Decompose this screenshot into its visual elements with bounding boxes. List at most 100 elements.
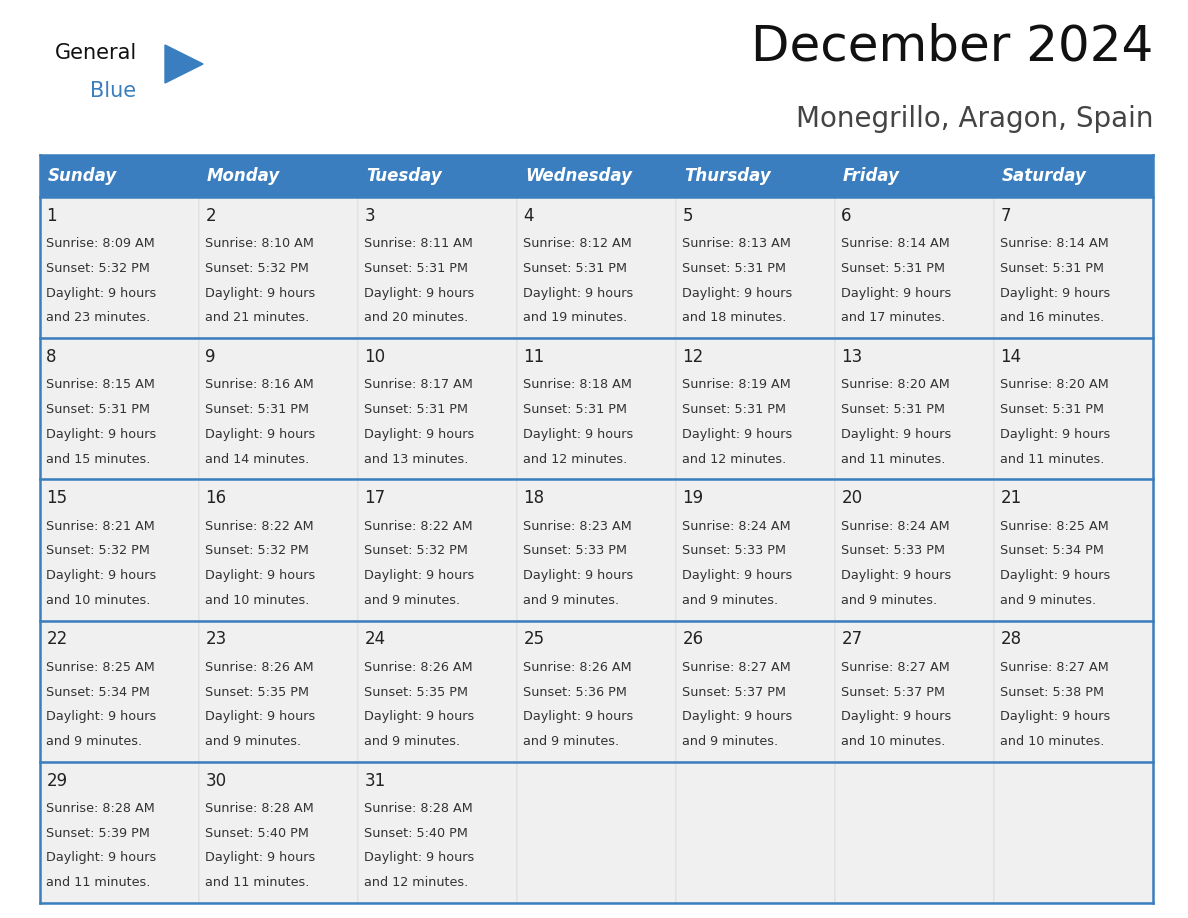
Text: 31: 31: [365, 772, 386, 789]
Text: Sunrise: 8:11 AM: Sunrise: 8:11 AM: [365, 237, 473, 251]
Text: 4: 4: [524, 207, 533, 225]
Text: and 15 minutes.: and 15 minutes.: [46, 453, 151, 465]
Text: Daylight: 9 hours: Daylight: 9 hours: [365, 428, 475, 441]
Text: 19: 19: [682, 489, 703, 508]
Bar: [994, 479, 1154, 621]
Text: Sunrise: 8:20 AM: Sunrise: 8:20 AM: [841, 378, 950, 391]
Text: Daylight: 9 hours: Daylight: 9 hours: [1000, 569, 1111, 582]
Text: Daylight: 9 hours: Daylight: 9 hours: [206, 428, 316, 441]
Text: and 9 minutes.: and 9 minutes.: [365, 594, 461, 607]
Bar: [994, 338, 1154, 479]
Text: 3: 3: [365, 207, 375, 225]
Text: 2: 2: [206, 207, 216, 225]
Bar: [40, 155, 200, 197]
Text: Daylight: 9 hours: Daylight: 9 hours: [524, 711, 633, 723]
Text: and 9 minutes.: and 9 minutes.: [682, 735, 778, 748]
Text: Sunset: 5:32 PM: Sunset: 5:32 PM: [365, 544, 468, 557]
Text: 16: 16: [206, 489, 227, 508]
Text: and 9 minutes.: and 9 minutes.: [841, 594, 937, 607]
Text: Sunrise: 8:27 AM: Sunrise: 8:27 AM: [1000, 661, 1110, 674]
Text: Daylight: 9 hours: Daylight: 9 hours: [365, 286, 475, 299]
Text: and 23 minutes.: and 23 minutes.: [46, 311, 151, 324]
Text: Daylight: 9 hours: Daylight: 9 hours: [682, 569, 792, 582]
Text: Sunrise: 8:23 AM: Sunrise: 8:23 AM: [524, 520, 632, 532]
Bar: [358, 621, 517, 762]
Text: 23: 23: [206, 631, 227, 648]
Text: 11: 11: [524, 348, 544, 366]
Text: Sunset: 5:31 PM: Sunset: 5:31 PM: [682, 403, 786, 416]
Text: Sunset: 5:31 PM: Sunset: 5:31 PM: [365, 262, 468, 275]
Text: 12: 12: [682, 348, 703, 366]
Text: 10: 10: [365, 348, 385, 366]
Bar: [358, 762, 517, 903]
Text: Daylight: 9 hours: Daylight: 9 hours: [46, 852, 157, 865]
Bar: [40, 762, 200, 903]
Text: 26: 26: [682, 631, 703, 648]
Bar: [358, 197, 517, 338]
Text: Sunset: 5:39 PM: Sunset: 5:39 PM: [46, 827, 150, 840]
Text: Sunset: 5:31 PM: Sunset: 5:31 PM: [524, 403, 627, 416]
Text: Sunrise: 8:12 AM: Sunrise: 8:12 AM: [524, 237, 632, 251]
Text: Sunset: 5:32 PM: Sunset: 5:32 PM: [206, 262, 309, 275]
Text: and 9 minutes.: and 9 minutes.: [682, 594, 778, 607]
Bar: [994, 621, 1154, 762]
Text: Daylight: 9 hours: Daylight: 9 hours: [206, 711, 316, 723]
Bar: [517, 338, 676, 479]
Text: 25: 25: [524, 631, 544, 648]
Text: Monday: Monday: [207, 167, 280, 185]
Bar: [835, 155, 994, 197]
Text: Sunset: 5:33 PM: Sunset: 5:33 PM: [524, 544, 627, 557]
Text: Daylight: 9 hours: Daylight: 9 hours: [46, 286, 157, 299]
Text: Daylight: 9 hours: Daylight: 9 hours: [1000, 711, 1111, 723]
Text: 6: 6: [841, 207, 852, 225]
Text: Sunset: 5:31 PM: Sunset: 5:31 PM: [1000, 262, 1105, 275]
Bar: [40, 479, 200, 621]
Text: Sunrise: 8:27 AM: Sunrise: 8:27 AM: [682, 661, 791, 674]
Text: Sunset: 5:31 PM: Sunset: 5:31 PM: [365, 403, 468, 416]
Text: Sunrise: 8:09 AM: Sunrise: 8:09 AM: [46, 237, 156, 251]
Text: Daylight: 9 hours: Daylight: 9 hours: [1000, 428, 1111, 441]
Text: Daylight: 9 hours: Daylight: 9 hours: [524, 286, 633, 299]
Bar: [835, 338, 994, 479]
Text: Friday: Friday: [843, 167, 901, 185]
Text: 18: 18: [524, 489, 544, 508]
Text: Sunrise: 8:22 AM: Sunrise: 8:22 AM: [365, 520, 473, 532]
Bar: [835, 197, 994, 338]
Text: and 20 minutes.: and 20 minutes.: [365, 311, 468, 324]
Text: 9: 9: [206, 348, 216, 366]
Bar: [517, 197, 676, 338]
Text: Sunrise: 8:17 AM: Sunrise: 8:17 AM: [365, 378, 473, 391]
Text: Sunrise: 8:25 AM: Sunrise: 8:25 AM: [46, 661, 156, 674]
Bar: [200, 155, 358, 197]
Text: and 18 minutes.: and 18 minutes.: [682, 311, 786, 324]
Text: Daylight: 9 hours: Daylight: 9 hours: [365, 711, 475, 723]
Bar: [40, 621, 200, 762]
Text: Sunrise: 8:28 AM: Sunrise: 8:28 AM: [46, 802, 156, 815]
Bar: [358, 155, 517, 197]
Text: Sunset: 5:35 PM: Sunset: 5:35 PM: [206, 686, 309, 699]
Text: and 9 minutes.: and 9 minutes.: [524, 735, 619, 748]
Text: and 9 minutes.: and 9 minutes.: [46, 735, 143, 748]
Text: 21: 21: [1000, 489, 1022, 508]
Text: and 9 minutes.: and 9 minutes.: [206, 735, 302, 748]
Text: Sunrise: 8:14 AM: Sunrise: 8:14 AM: [841, 237, 950, 251]
Text: and 12 minutes.: and 12 minutes.: [682, 453, 786, 465]
Text: and 12 minutes.: and 12 minutes.: [365, 876, 468, 890]
Text: and 19 minutes.: and 19 minutes.: [524, 311, 627, 324]
Text: Sunrise: 8:27 AM: Sunrise: 8:27 AM: [841, 661, 950, 674]
Bar: [676, 762, 835, 903]
Text: and 9 minutes.: and 9 minutes.: [524, 594, 619, 607]
Text: and 21 minutes.: and 21 minutes.: [206, 311, 310, 324]
Text: 17: 17: [365, 489, 385, 508]
Bar: [676, 479, 835, 621]
Text: and 11 minutes.: and 11 minutes.: [46, 876, 151, 890]
Text: and 10 minutes.: and 10 minutes.: [46, 594, 151, 607]
Text: Sunset: 5:37 PM: Sunset: 5:37 PM: [841, 686, 946, 699]
Text: and 9 minutes.: and 9 minutes.: [365, 735, 461, 748]
Text: Daylight: 9 hours: Daylight: 9 hours: [841, 711, 952, 723]
Bar: [676, 338, 835, 479]
Text: 27: 27: [841, 631, 862, 648]
Text: Sunset: 5:37 PM: Sunset: 5:37 PM: [682, 686, 786, 699]
Text: Saturday: Saturday: [1001, 167, 1087, 185]
Text: Daylight: 9 hours: Daylight: 9 hours: [206, 569, 316, 582]
